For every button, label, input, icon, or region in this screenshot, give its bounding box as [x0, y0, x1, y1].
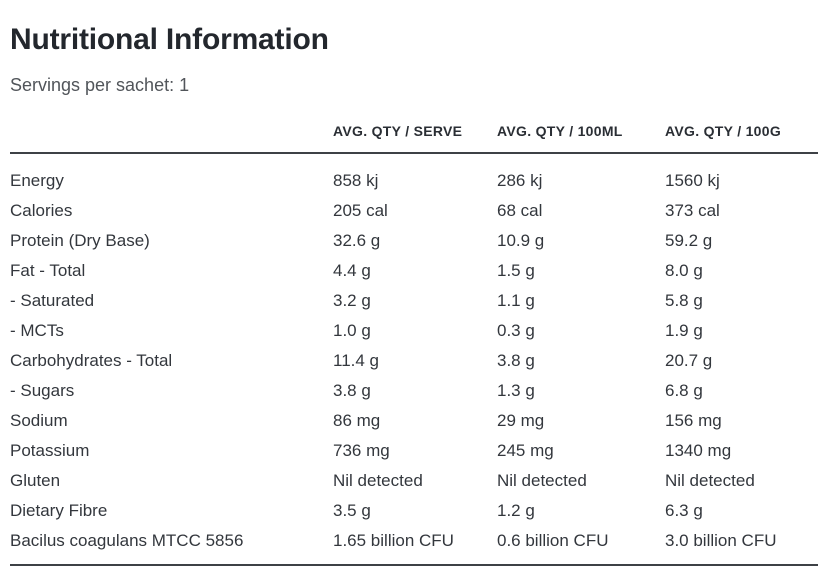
- table-row: Potassium 736 mg 245 mg 1340 mg: [10, 436, 818, 466]
- row-value-per-100g: 6.3 g: [665, 501, 703, 520]
- row-value-per-100ml: 0.3 g: [497, 321, 535, 340]
- table-header-row: AVG. QTY / SERVE AVG. QTY / 100ML AVG. Q…: [10, 123, 818, 154]
- table-row: - Sugars 3.8 g 1.3 g 6.8 g: [10, 376, 818, 406]
- table-row: Energy 858 kj 286 kj 1560 kj: [10, 153, 818, 196]
- row-value-per-100ml: 286 kj: [497, 171, 543, 190]
- row-value-per-100g: 373 cal: [665, 201, 720, 220]
- row-value-per-100g: 1340 mg: [665, 441, 732, 460]
- row-nutrient-label: Carbohydrates - Total: [10, 351, 173, 370]
- table-row: Sodium 86 mg 29 mg 156 mg: [10, 406, 818, 436]
- table-row: - Saturated 3.2 g 1.1 g 5.8 g: [10, 286, 818, 316]
- row-value-per-100ml: 1.2 g: [497, 501, 535, 520]
- row-value-per-100ml: 1.5 g: [497, 261, 535, 280]
- row-value-per-100g: 1560 kj: [665, 171, 720, 190]
- table-body: Energy 858 kj 286 kj 1560 kj Calories 20…: [10, 153, 818, 566]
- row-value-per-serve: 3.8 g: [333, 381, 371, 400]
- row-value-per-serve: 736 mg: [333, 441, 390, 460]
- table-row: Fat - Total 4.4 g 1.5 g 8.0 g: [10, 256, 818, 286]
- row-value-per-100ml: 1.1 g: [497, 291, 535, 310]
- row-value-per-100ml: 3.8 g: [497, 351, 535, 370]
- nutrition-table: AVG. QTY / SERVE AVG. QTY / 100ML AVG. Q…: [10, 123, 818, 566]
- row-nutrient-label: Bacilus coagulans MTCC 5856: [10, 525, 333, 566]
- row-value-per-100ml: 29 mg: [497, 411, 545, 430]
- row-value-per-serve: 11.4 g: [333, 351, 380, 370]
- row-nutrient-label: Potassium: [10, 441, 90, 460]
- table-row: Gluten Nil detected Nil detected Nil det…: [10, 466, 818, 496]
- row-value-per-serve: 1.0 g: [333, 321, 371, 340]
- row-value-per-100g: 59.2 g: [665, 231, 713, 250]
- table-row: Calories 205 cal 68 cal 373 cal: [10, 196, 818, 226]
- row-nutrient-label: - MCTs: [10, 321, 64, 340]
- row-nutrient-label: Fat - Total: [10, 261, 86, 280]
- row-value-per-serve: 3.2 g: [333, 291, 371, 310]
- row-nutrient-label: Gluten: [10, 471, 61, 490]
- row-value-per-100ml: 1.3 g: [497, 381, 535, 400]
- row-value-per-100g: 20.7 g: [665, 351, 713, 370]
- row-value-per-100ml: 10.9 g: [497, 231, 545, 250]
- row-nutrient-label: Energy: [10, 171, 64, 190]
- row-nutrient-label: - Sugars: [10, 381, 75, 400]
- row-value-per-serve: 32.6 g: [333, 231, 381, 250]
- table-row: Protein (Dry Base) 32.6 g 10.9 g 59.2 g: [10, 226, 818, 256]
- row-value-per-serve: 3.5 g: [333, 501, 371, 520]
- row-value-per-100ml: 68 cal: [497, 201, 543, 220]
- table-row: - MCTs 1.0 g 0.3 g 1.9 g: [10, 316, 818, 346]
- row-value-per-serve: 86 mg: [333, 411, 381, 430]
- row-value-per-serve: 4.4 g: [333, 261, 371, 280]
- row-value-per-100g: 156 mg: [665, 411, 722, 430]
- row-value-per-100g: 5.8 g: [665, 291, 703, 310]
- table-row: Carbohydrates - Total 11.4 g 3.8 g 20.7 …: [10, 346, 818, 376]
- header-avg-qty-100g: AVG. QTY / 100G: [665, 123, 818, 154]
- row-value-per-100ml: 245 mg: [497, 441, 554, 460]
- row-value-per-100g: Nil detected: [665, 471, 755, 490]
- row-value-per-100g: 1.9 g: [665, 321, 703, 340]
- header-avg-qty-serve: AVG. QTY / SERVE: [333, 123, 497, 154]
- table-row: Dietary Fibre 3.5 g 1.2 g 6.3 g: [10, 496, 818, 526]
- row-value-per-serve: Nil detected: [333, 471, 423, 490]
- row-nutrient-label: Sodium: [10, 411, 68, 430]
- row-value-per-100ml: Nil detected: [497, 471, 587, 490]
- row-value-per-100g: 6.8 g: [665, 381, 703, 400]
- row-nutrient-label: Dietary Fibre: [10, 501, 108, 520]
- nutrition-panel: Nutritional Information Servings per sac…: [10, 23, 818, 566]
- servings-per-sachet-text: Servings per sachet: 1: [10, 75, 190, 95]
- row-value-per-serve: 858 kj: [333, 171, 379, 190]
- table-row: Bacilus coagulans MTCC 5856 1.65 billion…: [10, 525, 818, 566]
- header-blank-cell: [10, 123, 333, 154]
- row-nutrient-label: Calories: [10, 201, 73, 220]
- page-title: Nutritional Information: [10, 23, 329, 56]
- header-avg-qty-100ml: AVG. QTY / 100ML: [497, 123, 665, 154]
- row-nutrient-label: - Saturated: [10, 291, 95, 310]
- row-nutrient-label: Protein (Dry Base): [10, 231, 150, 250]
- row-value-per-100g: 8.0 g: [665, 261, 703, 280]
- row-value-per-serve: 205 cal: [333, 201, 388, 220]
- row-value-per-100ml: 0.6 billion CFU: [497, 525, 665, 566]
- row-value-per-serve: 1.65 billion CFU: [333, 525, 497, 566]
- row-value-per-100g: 3.0 billion CFU: [665, 525, 818, 566]
